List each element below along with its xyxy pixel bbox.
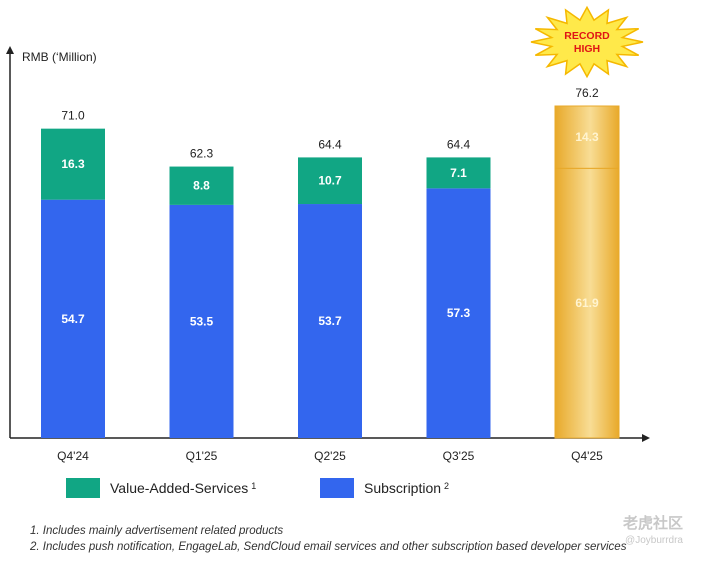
total-label-q2-25: 64.4 [318, 137, 342, 151]
x-tick-label-q4-25: Q4'25 [571, 449, 603, 463]
data-label-subscription-q2-25: 53.7 [318, 314, 342, 328]
x-tick-label-q1-25: Q1'25 [186, 449, 218, 463]
bar-value-added-services-q4-25 [554, 105, 620, 169]
bar-value-added-services-q2-25 [298, 157, 362, 205]
total-label-q4-24: 71.0 [61, 109, 85, 123]
x-tick-label-q2-25: Q2'25 [314, 449, 346, 463]
data-label-value-added-services-q4-24: 16.3 [61, 157, 85, 171]
legend-item-subscription: Subscription 2 [320, 478, 449, 498]
bar-subscription-q2-25 [298, 204, 362, 438]
bar-value-added-services-q4-24 [41, 128, 105, 200]
data-label-value-added-services-q3-25: 7.1 [450, 166, 467, 180]
bar-subscription-q1-25 [169, 204, 234, 438]
x-tick-label-q3-25: Q3'25 [443, 449, 475, 463]
total-label-q4-25: 76.2 [575, 86, 599, 100]
record-high-badge-line2: HIGH [574, 43, 600, 55]
bar-subscription-q3-25 [426, 188, 491, 438]
data-label-subscription-q4-25: 61.9 [575, 296, 599, 310]
record-high-starburst-icon [530, 5, 644, 79]
footnote-1: 1. Includes mainly advertisement related… [30, 525, 284, 537]
data-label-value-added-services-q1-25: 8.8 [193, 179, 210, 193]
data-label-subscription-q1-25: 53.5 [190, 314, 214, 328]
watermark: 老虎社区 @Joyburrdra [623, 512, 683, 546]
watermark-subtext: @Joyburrdra [625, 535, 683, 546]
bar-subscription-q4-25 [554, 167, 620, 439]
footnotes: 1. Includes mainly advertisement related… [30, 524, 700, 555]
data-label-value-added-services-q4-25: 14.3 [575, 130, 599, 144]
x-axis-arrow-icon [642, 434, 650, 442]
bar-value-added-services-q3-25 [426, 157, 491, 189]
bar-subscription-q4-24 [41, 199, 105, 438]
legend-label-subscription: Subscription [364, 480, 442, 496]
legend-swatch-subscription [320, 478, 354, 498]
y-axis-title: RMB (‘Million) [22, 50, 97, 64]
footnote-2: 2. Includes push notification, EngageLab… [30, 540, 627, 553]
legend-label-value-added-services: Value-Added-Services [110, 480, 249, 496]
y-axis-arrow-icon [6, 46, 14, 54]
legend-item-value-added-services: Value-Added-Services 1 [66, 478, 256, 498]
total-label-q1-25: 62.3 [190, 147, 214, 161]
bar-value-added-services-q1-25 [169, 166, 234, 205]
legend-note-value-added-services: 1 [251, 481, 257, 491]
record-high-badge-line1: RECORD [564, 30, 610, 42]
total-label-q3-25: 64.4 [447, 137, 471, 151]
data-label-value-added-services-q2-25: 10.7 [318, 174, 342, 188]
x-tick-label-q4-24: Q4'24 [57, 449, 89, 463]
data-label-subscription-q3-25: 57.3 [447, 306, 471, 320]
legend-note-subscription: 2 [444, 481, 450, 491]
data-label-subscription-q4-24: 54.7 [61, 312, 85, 326]
watermark-text: 老虎社区 [622, 515, 683, 532]
legend-swatch-value-added-services [66, 478, 100, 498]
